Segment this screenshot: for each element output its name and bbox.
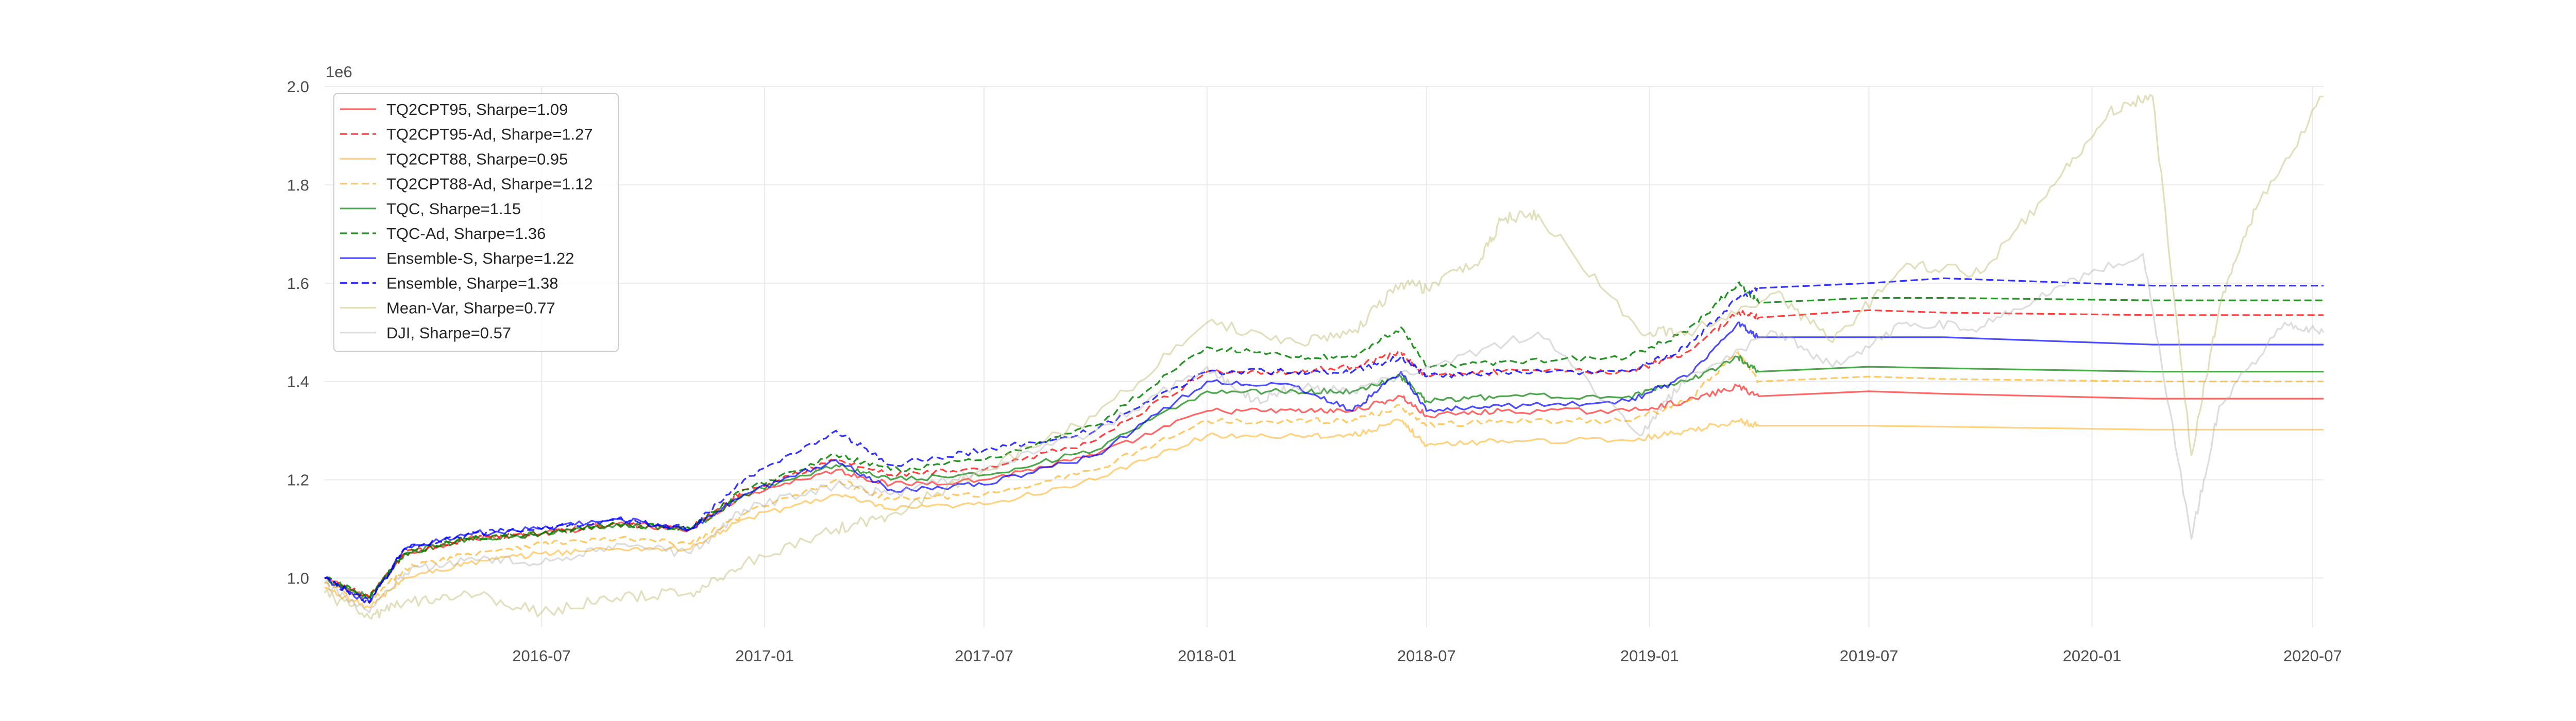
y-tick-label: 1.6 <box>287 274 309 293</box>
y-tick-label: 1.2 <box>287 471 309 489</box>
y-tick-label: 2.0 <box>287 78 309 96</box>
x-tick-label: 2020-07 <box>2283 647 2342 665</box>
series-line <box>324 252 2325 613</box>
series-lines <box>324 94 2325 620</box>
x-tick-label: 2018-01 <box>1178 647 1236 665</box>
x-tick-label: 2018-07 <box>1397 647 1456 665</box>
legend-box <box>333 93 619 352</box>
legend-label: TQ2CPT88-Ad, Sharpe=1.12 <box>386 175 593 193</box>
series-line <box>324 321 2324 604</box>
y-tick-label: 1.8 <box>287 176 309 194</box>
series-line <box>324 355 2324 599</box>
legend-label: TQ2CPT88, Sharpe=0.95 <box>386 150 568 168</box>
y-axis-offset-label: 1e6 <box>326 63 352 81</box>
legend-label: TQ2CPT95-Ad, Sharpe=1.27 <box>386 125 593 143</box>
legend-label: Ensemble-S, Sharpe=1.22 <box>386 249 574 267</box>
series-line <box>324 281 2324 600</box>
series-line <box>324 351 2324 604</box>
grid-lines <box>325 86 2324 627</box>
series-line <box>324 94 2324 620</box>
x-tick-label: 2017-07 <box>955 647 1013 665</box>
legend-label: TQC, Sharpe=1.15 <box>386 200 521 218</box>
series-line <box>324 277 2324 604</box>
legend-label: Ensemble, Sharpe=1.38 <box>386 274 558 292</box>
y-tick-label: 1.4 <box>287 373 309 391</box>
legend-label: Mean-Var, Sharpe=0.77 <box>386 299 555 317</box>
y-axis-ticks: 1.0 1.2 1.4 1.6 1.8 2.0 <box>287 78 309 588</box>
x-tick-label: 2017-01 <box>735 647 794 665</box>
series-line <box>324 309 2324 599</box>
x-tick-label: 2016-07 <box>512 647 571 665</box>
legend: TQ2CPT95, Sharpe=1.09 TQ2CPT95-Ad, Sharpe… <box>333 93 619 352</box>
series-line <box>324 384 2324 599</box>
x-tick-label: 2020-01 <box>2063 647 2122 665</box>
x-axis-ticks: 2016-07 2017-01 2017-07 2018-01 2018-07 2019-… <box>512 647 2342 665</box>
y-tick-label: 1.0 <box>287 570 309 588</box>
legend-label: TQ2CPT95, Sharpe=1.09 <box>386 100 568 118</box>
x-tick-label: 2019-07 <box>1840 647 1899 665</box>
x-tick-label: 2019-01 <box>1620 647 1679 665</box>
series-line <box>324 418 2324 609</box>
legend-label: DJI, Sharpe=0.57 <box>386 324 511 342</box>
legend-label: TQC-Ad, Sharpe=1.36 <box>386 225 546 243</box>
